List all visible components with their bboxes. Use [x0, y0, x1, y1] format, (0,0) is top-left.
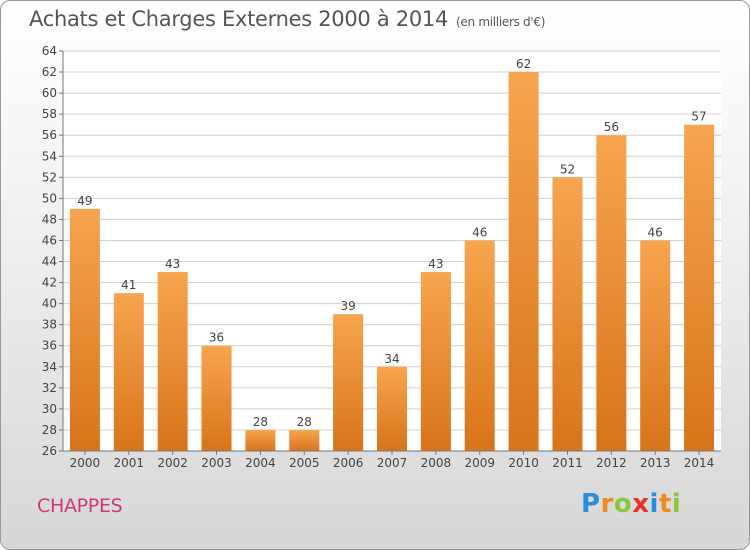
logo-letter: x: [632, 489, 650, 519]
data-label: 62: [516, 57, 531, 71]
bar: [289, 429, 320, 451]
x-tick-label: 2003: [201, 456, 232, 470]
chart-title-text: Achats et Charges Externes 2000 à 2014: [29, 7, 449, 31]
y-tick-label: 58: [42, 107, 57, 121]
chart-title: Achats et Charges Externes 2000 à 2014 (e…: [29, 7, 545, 31]
x-tick-label: 2006: [333, 456, 364, 470]
y-tick-label: 56: [42, 128, 57, 142]
x-tick-label: 2013: [640, 456, 671, 470]
data-label: 41: [121, 278, 136, 292]
y-tick-label: 52: [42, 170, 57, 184]
logo-letter: i: [671, 489, 682, 519]
data-label: 34: [384, 352, 399, 366]
bar: [508, 72, 539, 451]
y-tick-label: 38: [42, 318, 57, 332]
logo-letter: i: [649, 489, 659, 519]
y-tick-label: 62: [42, 65, 57, 79]
data-label: 43: [165, 257, 180, 271]
data-label: 39: [340, 299, 355, 313]
bar: [420, 272, 451, 451]
y-axis: 26 28 30 32 34 36 38 40 42 44 46 48 50 52 54 56 58 60 62 64: [42, 44, 64, 458]
bar: [552, 177, 583, 451]
bar: [113, 293, 144, 451]
data-label: 46: [472, 225, 487, 239]
data-label: 49: [77, 194, 92, 208]
y-tick-label: 30: [42, 402, 57, 416]
y-tick-label: 42: [42, 276, 57, 290]
bar: [157, 272, 188, 451]
y-tick-label: 60: [42, 86, 57, 100]
bar: [333, 314, 364, 451]
x-tick-label: 2000: [70, 456, 101, 470]
y-tick-label: 28: [42, 423, 57, 437]
x-tick-label: 2004: [245, 456, 276, 470]
x-tick-label: 2007: [377, 456, 408, 470]
logo-letter: o: [613, 489, 633, 519]
logo-letter: P: [581, 489, 601, 519]
x-tick-label: 2010: [508, 456, 539, 470]
x-tick-label: 2011: [552, 456, 583, 470]
x-tick-label: 2001: [114, 456, 145, 470]
bars: [69, 72, 715, 452]
bar: [640, 240, 671, 451]
y-tick-label: 54: [42, 149, 57, 163]
x-axis: 2000 2001 2002 2003 2004 2005 2006 2007 2008 2009…: [63, 450, 721, 470]
y-tick-label: 36: [42, 339, 57, 353]
data-label: 56: [604, 120, 619, 134]
logo-letter: r: [600, 489, 614, 519]
data-label: 57: [691, 110, 706, 124]
bar: [245, 429, 276, 451]
data-label: 52: [560, 162, 575, 176]
data-labels: 49 41 43 36 28 28 39 34 43 46 62 52 56 46 57: [77, 57, 706, 429]
x-tick-label: 2009: [464, 456, 495, 470]
data-label: 28: [297, 415, 312, 429]
y-tick-label: 44: [42, 255, 57, 269]
bar: [201, 345, 232, 451]
commune-name: CHAPPES: [37, 495, 123, 517]
bar: [596, 135, 627, 452]
chart-unit: (en milliers d'€): [456, 15, 546, 29]
y-tick-label: 26: [42, 444, 57, 458]
x-tick-label: 2012: [596, 456, 627, 470]
bar: [464, 240, 495, 451]
data-label: 46: [648, 225, 663, 239]
y-tick-label: 48: [42, 212, 57, 226]
y-tick-label: 34: [42, 360, 57, 374]
proxiti-logo: Proxiti: [581, 489, 681, 519]
bar: [69, 208, 100, 451]
data-label: 43: [428, 257, 443, 271]
y-tick-label: 50: [42, 191, 57, 205]
x-tick-label: 2005: [289, 456, 320, 470]
y-tick-label: 46: [42, 233, 57, 247]
x-tick-label: 2008: [421, 456, 452, 470]
x-tick-label: 2014: [684, 456, 715, 470]
y-tick-label: 32: [42, 381, 57, 395]
data-label: 28: [253, 415, 268, 429]
logo-letter: t: [658, 489, 672, 519]
x-tick-label: 2002: [157, 456, 188, 470]
bar: [684, 124, 715, 452]
data-label: 36: [209, 331, 224, 345]
y-tick-label: 64: [42, 44, 57, 58]
bar: [377, 366, 407, 451]
y-tick-label: 40: [42, 297, 57, 311]
